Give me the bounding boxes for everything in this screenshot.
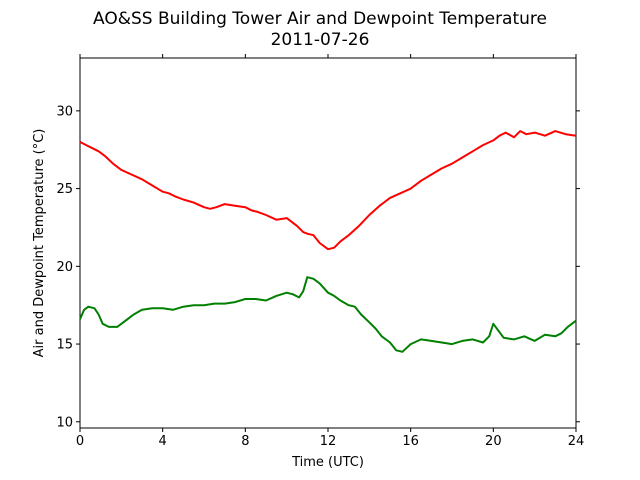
x-tick-label: 12: [320, 434, 337, 449]
chart-subtitle: 2011-07-26: [271, 30, 370, 50]
chart-title: AO&SS Building Tower Air and Dewpoint Te…: [93, 9, 547, 29]
y-tick-label: 20: [56, 260, 73, 275]
dewpoint-temperature-line: [79, 276, 577, 353]
air-temperature-line: [79, 130, 577, 251]
y-axis-label: Air and Dewpoint Temperature (°C): [32, 129, 47, 358]
x-tick-label: 20: [485, 434, 502, 449]
plot-frame: [79, 57, 577, 429]
x-axis: 0 4 8 12 16 20 24: [76, 54, 584, 449]
y-tick-label: 10: [56, 415, 73, 430]
x-tick-label: 0: [76, 434, 84, 449]
x-tick-label: 8: [241, 434, 249, 449]
y-tick-label: 30: [56, 104, 73, 119]
y-tick-label: 15: [56, 338, 73, 353]
x-tick-label: 24: [568, 434, 585, 449]
y-axis: 10 15 20 25 30: [56, 104, 580, 430]
series-lines: [79, 130, 577, 353]
y-tick-label: 25: [56, 182, 73, 197]
x-tick-label: 16: [402, 434, 419, 449]
x-axis-label: Time (UTC): [291, 455, 364, 470]
x-tick-label: 4: [159, 434, 167, 449]
